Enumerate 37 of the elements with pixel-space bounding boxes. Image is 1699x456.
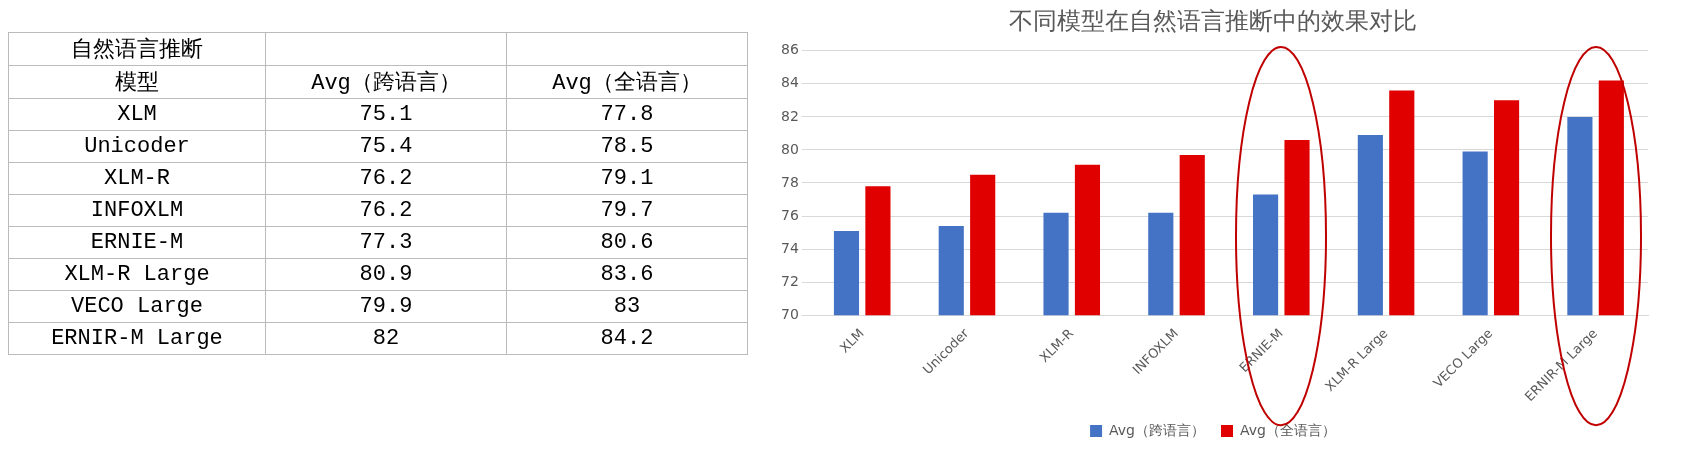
y-tick-label: 84	[780, 74, 799, 91]
y-tick-label: 78	[780, 173, 799, 190]
data-label: 79.1	[506, 162, 748, 195]
y-tick-label: 76	[780, 206, 799, 223]
y-tick-label: 70	[780, 305, 799, 322]
data-label: 79.7	[506, 194, 748, 227]
y-tick-label: ERNIE-M	[8, 226, 266, 259]
data-label: 80.6	[506, 226, 748, 259]
text: 模型	[8, 65, 266, 99]
data-label: 84.2	[506, 322, 748, 355]
data-label: 78.5	[506, 130, 748, 163]
legend-label: Avg（跨语言）	[1109, 421, 1206, 438]
y-tick-label: 72	[780, 272, 799, 289]
data-label: 79.9	[265, 290, 507, 323]
data-label: 80.9	[265, 258, 507, 291]
y-tick-label: 80	[780, 140, 799, 157]
data-label: 82	[265, 322, 507, 355]
y-tick-label: INFOXLM	[8, 194, 266, 227]
data-label: 76.2	[265, 194, 507, 227]
data-label: 77.3	[265, 226, 507, 259]
y-tick-label: XLM-R Large	[8, 258, 266, 291]
legend-label: Avg（全语言）	[1240, 421, 1336, 438]
y-tick-label: XLM	[8, 98, 266, 131]
text: 自然语言推断	[8, 32, 266, 66]
y-tick-label: 74	[780, 239, 799, 256]
data-label: 76.2	[265, 162, 507, 195]
y-tick-label: Unicoder	[8, 130, 266, 163]
y-tick-label: 86	[780, 41, 799, 58]
data-label: 75.1	[265, 98, 507, 131]
y-tick-label: XLM-R	[8, 162, 266, 195]
data-label: 77.8	[506, 98, 748, 131]
y-tick-label: VECO Large	[8, 290, 266, 323]
data-label: 83	[506, 290, 748, 323]
y-tick-label: 82	[780, 107, 799, 124]
data-label: 75.4	[265, 130, 507, 163]
data-label: 83.6	[506, 258, 748, 291]
chart-title: 不同模型在自然语言推断中的效果对比	[1009, 6, 1417, 35]
